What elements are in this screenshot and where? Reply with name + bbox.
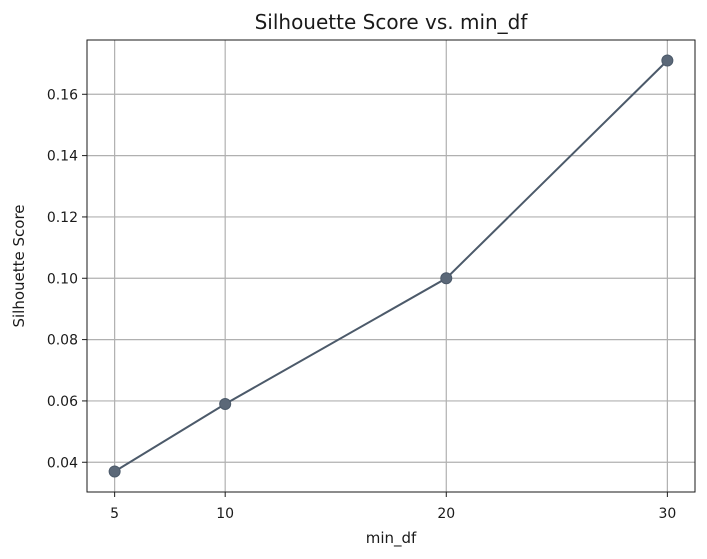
- series-points: [108, 54, 674, 478]
- data-point-3: [661, 54, 674, 67]
- x-tick-label-0: 5: [110, 506, 119, 522]
- grid-lines: [87, 40, 695, 492]
- x-axis-label: min_df: [366, 529, 417, 548]
- y-tick-label-4: 0.12: [47, 210, 78, 226]
- x-tick-label-1: 10: [216, 506, 234, 522]
- y-tick-label-1: 0.06: [47, 394, 78, 410]
- data-point-2: [440, 272, 453, 285]
- y-tick-label-6: 0.16: [47, 87, 78, 103]
- x-tick-label-2: 20: [437, 506, 455, 522]
- y-tick-label-0: 0.04: [47, 455, 78, 471]
- data-point-0: [108, 465, 121, 478]
- axis-tick-labels: 5 10 20 30 0.04 0.06 0.08 0.10 0.12 0.14 0.16: [47, 87, 676, 522]
- y-tick-label-2: 0.08: [47, 333, 78, 349]
- y-axis-label: Silhouette Score: [10, 204, 28, 327]
- data-point-1: [219, 397, 232, 410]
- y-tick-label-5: 0.14: [47, 149, 78, 165]
- plot-area-frame: [86, 39, 696, 493]
- y-tick-label-3: 0.10: [47, 271, 78, 287]
- x-tick-label-3: 30: [658, 506, 676, 522]
- axis-ticks: [82, 93, 668, 497]
- series-line: [114, 59, 669, 473]
- chart-title: Silhouette Score vs. min_df: [255, 10, 529, 34]
